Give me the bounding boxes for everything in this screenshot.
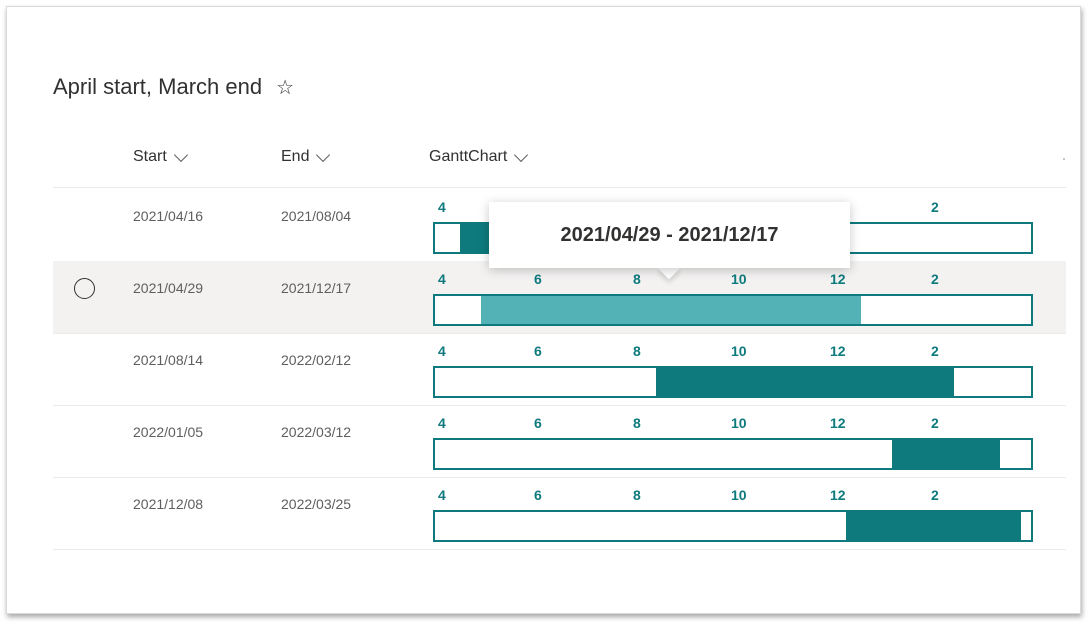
gantt-tick-label: 4 [438,343,446,359]
gantt-bar-track[interactable] [433,510,1033,542]
gantt-tick-label: 2 [931,343,939,359]
column-header-start-label: Start [133,148,167,165]
gantt-tick-label: 8 [633,415,641,431]
column-header-ganttchart[interactable]: GanttChart [429,147,529,166]
gantt-axis: 4 6 8 10 12 2 [433,271,1033,289]
list-row[interactable]: 2021/04/29 2021/12/17 4 6 8 10 12 2 [53,261,1066,334]
gantt-tooltip: 2021/04/29 - 2021/12/17 [489,202,850,268]
gantt-tick-label: 2 [931,199,939,215]
list-title: April start, March end [53,74,263,99]
gantt-bar-range[interactable] [481,296,861,324]
start-date-cell: 2022/01/05 [133,424,204,440]
list-header: April start, March end ☆ [53,72,294,102]
gantt-tick-label: 8 [633,487,641,503]
column-resize-handle[interactable] [1063,158,1065,160]
gantt-axis: 4 6 8 10 12 2 [433,343,1033,361]
end-date-cell: 2021/12/17 [281,280,352,296]
column-header-end-label: End [281,148,310,165]
gantt-tick-label: 4 [438,199,446,215]
gantt-tick-label: 2 [931,271,939,287]
start-date-cell: 2021/12/08 [133,496,204,512]
gantt-tick-label: 4 [438,487,446,503]
column-header-start[interactable]: Start [133,147,188,166]
gantt-bar-track[interactable] [433,366,1033,398]
end-date-cell: 2022/02/12 [281,352,352,368]
star-icon[interactable]: ☆ [276,76,295,99]
row-select-radio[interactable] [74,278,95,299]
gantt-tick-label: 6 [534,415,542,431]
gantt-tick-label: 6 [534,271,542,287]
gantt-tick-label: 12 [830,343,846,359]
gantt-tick-label: 6 [534,343,542,359]
gantt-tick-label: 12 [830,487,846,503]
end-date-cell: 2021/08/04 [281,208,352,224]
header-divider [53,187,1066,188]
end-date-cell: 2022/03/25 [281,496,352,512]
column-header-ganttchart-label: GanttChart [429,148,508,165]
list-row[interactable]: 2022/01/05 2022/03/12 4 6 8 10 12 2 [53,405,1066,478]
gantt-tick-label: 10 [731,271,747,287]
end-date-cell: 2022/03/12 [281,424,352,440]
list-row[interactable]: 2021/08/14 2022/02/12 4 6 8 10 12 2 [53,333,1066,406]
chevron-down-icon [514,147,529,163]
start-date-cell: 2021/04/16 [133,208,204,224]
start-date-cell: 2021/04/29 [133,280,204,296]
gantt-tick-label: 8 [633,271,641,287]
gantt-axis: 4 6 8 10 12 2 [433,487,1033,505]
gantt-tick-label: 2 [931,415,939,431]
gantt-tick-label: 8 [633,343,641,359]
list-row[interactable]: 2021/12/08 2022/03/25 4 6 8 10 12 2 [53,477,1066,550]
gantt-tick-label: 10 [731,487,747,503]
gantt-tick-label: 10 [731,415,747,431]
gantt-tick-label: 12 [830,271,846,287]
gantt-bar-range[interactable] [846,512,1021,540]
start-date-cell: 2021/08/14 [133,352,204,368]
gantt-tick-label: 6 [534,487,542,503]
chevron-down-icon [173,147,188,163]
chevron-down-icon [316,147,331,163]
gantt-tick-label: 12 [830,415,846,431]
gantt-tick-label: 2 [931,487,939,503]
gantt-bar-range[interactable] [656,368,954,396]
gantt-bar-range[interactable] [892,440,1000,468]
gantt-tick-label: 4 [438,415,446,431]
gantt-bar-track[interactable] [433,294,1033,326]
column-header-end[interactable]: End [281,147,331,166]
gantt-bar-track[interactable] [433,438,1033,470]
gantt-tick-label: 4 [438,271,446,287]
gantt-axis: 4 6 8 10 12 2 [433,415,1033,433]
gantt-tick-label: 10 [731,343,747,359]
